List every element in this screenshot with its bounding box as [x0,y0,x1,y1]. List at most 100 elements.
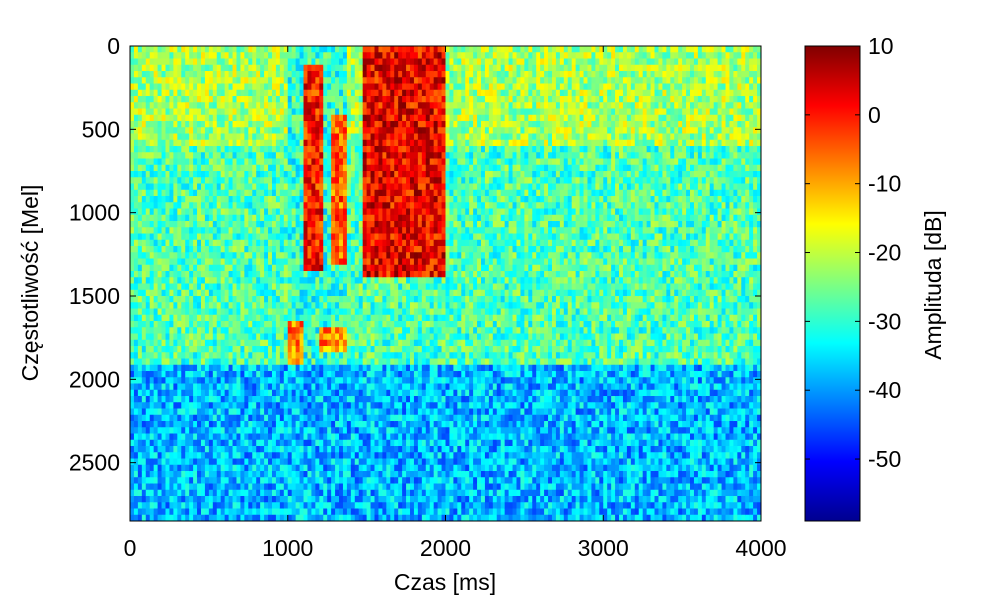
heatmap-cell [307,264,313,272]
heatmap-cell [279,439,285,447]
heatmap-cell [220,339,226,347]
heatmap-cell [346,333,352,341]
heatmap-cell [204,439,210,447]
heatmap-cell [181,327,186,335]
heatmap-cell [331,252,336,260]
heatmap-cell [189,227,194,235]
heatmap-cell [212,489,218,497]
heatmap-cell [177,446,182,453]
heatmap-cell [366,183,372,191]
heatmap-cell [315,308,320,316]
heatmap-cell [315,189,320,197]
heatmap-cell [212,152,218,160]
heatmap-cell [327,414,332,422]
heatmap-cell [157,414,163,422]
heatmap-cell [339,52,344,60]
heatmap-cell [141,52,147,60]
heatmap-cell [366,333,372,341]
heatmap-cell [319,121,324,128]
heatmap-cell [319,352,324,360]
heatmap-cell [354,196,360,203]
heatmap-cell [216,196,222,203]
heatmap-cell [382,114,387,122]
heatmap-cell [169,139,174,147]
heatmap-cell [346,358,352,366]
heatmap-cell [181,446,186,453]
heatmap-cell [133,121,139,128]
heatmap-cell [350,339,356,347]
heatmap-cell [204,146,210,153]
heatmap-cell [362,89,368,97]
heatmap-cell [244,483,249,491]
heatmap-cell [181,471,186,478]
heatmap-cell [283,283,289,291]
heatmap-cell [141,271,147,278]
heatmap-cell [212,158,218,166]
heatmap-cell [228,496,234,503]
heatmap-cell [185,408,190,416]
heatmap-cell [315,514,320,521]
heatmap-cell [319,96,324,103]
heatmap-cell [287,477,293,485]
heatmap-cell [335,402,340,410]
heatmap-cell [350,58,356,66]
heatmap-cell [153,339,159,347]
heatmap-cell [346,183,352,191]
heatmap-cell [339,346,344,353]
heatmap-cell [185,402,190,410]
heatmap-cell [279,233,285,241]
heatmap-cell [323,452,328,460]
heatmap-cell [133,414,139,422]
heatmap-cell [204,433,210,441]
heatmap-cell [295,271,301,278]
heatmap-cell [299,214,305,222]
heatmap-cell [240,446,245,453]
heatmap-cell [224,358,230,366]
heatmap-cell [327,52,332,60]
heatmap-cell [153,346,159,353]
heatmap-cell [271,514,277,521]
heatmap-cell [299,46,305,53]
heatmap-cell [346,302,352,310]
heatmap-cell [157,108,163,116]
heatmap-cell [200,321,206,328]
heatmap-cell [248,171,253,178]
heatmap-cell [137,452,143,460]
heatmap-cell [311,477,316,485]
heatmap-cell [244,408,249,416]
heatmap-cell [275,377,281,385]
heatmap-cell [358,52,364,60]
heatmap-cell [386,164,391,172]
heatmap-cell [271,252,277,260]
heatmap-cell [177,314,182,322]
heatmap-cell [165,127,171,135]
heatmap-cell [362,389,368,397]
heatmap-cell [165,177,171,185]
heatmap-cell [161,427,167,435]
heatmap-cell [319,408,324,416]
heatmap-cell [283,414,289,422]
heatmap-cell [260,314,265,322]
heatmap-cell [287,333,293,341]
heatmap-cell [189,471,194,478]
heatmap-cell [271,339,277,347]
heatmap-cell [157,477,163,485]
heatmap-cell [204,346,210,353]
heatmap-cell [177,371,182,378]
heatmap-cell [189,396,194,403]
heatmap-cell [173,189,178,197]
heatmap-cell [374,327,380,335]
heatmap-cell [323,214,328,222]
heatmap-cell [260,402,265,410]
heatmap-cell [283,233,289,241]
heatmap-cell [335,102,340,110]
heatmap-cell [354,471,360,478]
heatmap-cell [287,133,293,141]
heatmap-cell [323,402,328,410]
heatmap-cell [319,233,324,241]
heatmap-cell [157,158,163,166]
heatmap-cell [260,233,265,241]
heatmap-cell [374,71,380,78]
heatmap-cell [252,227,257,235]
heatmap-cell [311,46,316,53]
